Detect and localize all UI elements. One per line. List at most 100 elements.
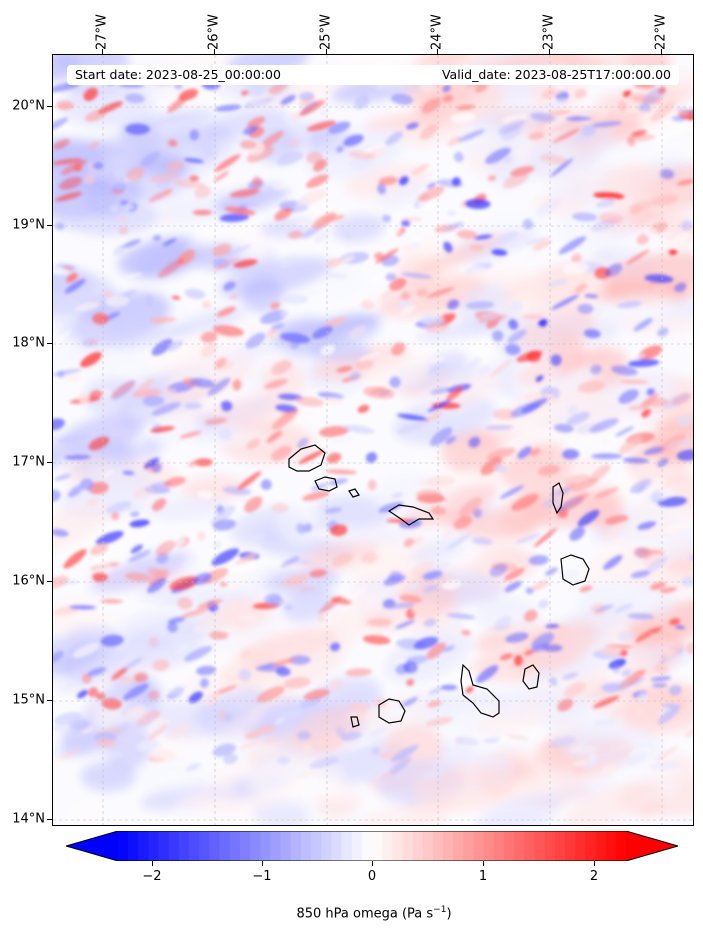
colorbar-band bbox=[361, 831, 373, 861]
lon-tick bbox=[102, 49, 103, 54]
lat-tick bbox=[47, 581, 52, 582]
colorbar-band bbox=[239, 831, 251, 861]
colorbar-band bbox=[453, 831, 465, 861]
colorbar-band bbox=[128, 831, 139, 861]
colorbar-band bbox=[189, 831, 200, 861]
header-background bbox=[67, 65, 679, 85]
island-sao-vicente bbox=[314, 476, 338, 492]
lat-label: 15°N bbox=[12, 692, 45, 708]
colorbar-band bbox=[229, 831, 241, 861]
colorbar-band bbox=[565, 831, 576, 861]
lat-tick bbox=[47, 700, 52, 701]
gridlines bbox=[53, 55, 693, 825]
colorbar-tick bbox=[594, 861, 595, 866]
colorbar bbox=[66, 831, 678, 861]
colorbar-band bbox=[402, 831, 414, 861]
colorbar-tick bbox=[152, 861, 153, 866]
colorbar-band bbox=[432, 831, 444, 861]
colorbar-band bbox=[615, 831, 627, 861]
colorbar-band bbox=[321, 831, 332, 861]
colorbar-tick-label: 2 bbox=[589, 869, 599, 884]
colorbar-band bbox=[219, 831, 231, 861]
lat-tick bbox=[47, 106, 52, 107]
colorbar-band bbox=[605, 831, 617, 861]
colorbar-tick-label: 0 bbox=[367, 869, 377, 884]
lat-tick bbox=[47, 343, 52, 344]
colorbar-tick bbox=[483, 861, 484, 866]
colorbar-band bbox=[544, 831, 556, 861]
colorbar-band bbox=[311, 831, 322, 861]
lon-label: 24°W bbox=[429, 14, 445, 50]
lon-tick bbox=[661, 49, 662, 54]
colorbar-band bbox=[514, 831, 525, 861]
colorbar-band bbox=[372, 831, 383, 861]
colorbar-tick-label: 1 bbox=[478, 869, 488, 884]
colorbar-band bbox=[524, 831, 536, 861]
colorbar-extend-low bbox=[66, 831, 118, 861]
colorbar-band bbox=[443, 831, 454, 861]
lon-tick bbox=[326, 49, 327, 54]
colorbar-band bbox=[341, 831, 353, 861]
island-sal bbox=[552, 482, 564, 515]
lat-tick bbox=[47, 225, 52, 226]
colorbar-band bbox=[331, 831, 343, 861]
island-boa-vista bbox=[560, 554, 590, 586]
colorbar-band bbox=[504, 831, 515, 861]
colorbar-band bbox=[382, 831, 393, 861]
colorbar-band bbox=[493, 831, 505, 861]
island-santiago bbox=[460, 663, 500, 718]
lat-label: 20°N bbox=[12, 98, 45, 114]
colorbar-tick bbox=[372, 861, 373, 866]
colorbar-band bbox=[260, 831, 271, 861]
colorbar-extend-high bbox=[626, 831, 678, 861]
lon-label: 25°W bbox=[318, 14, 334, 50]
colorbar-band bbox=[290, 831, 302, 861]
colorbar-band bbox=[280, 831, 292, 861]
colorbar-band bbox=[351, 831, 363, 861]
omega-field-map bbox=[53, 55, 693, 825]
colorbar-band bbox=[148, 831, 160, 861]
colorbar-tick bbox=[262, 861, 263, 866]
colorbar-band bbox=[554, 831, 566, 861]
island-sao-nicolau bbox=[387, 504, 435, 526]
colorbar-band bbox=[483, 831, 495, 861]
colorbar-tick-label: −2 bbox=[142, 869, 162, 884]
island-santa-luzia bbox=[348, 488, 360, 498]
colorbar-band bbox=[138, 831, 150, 861]
colorbar-band bbox=[473, 831, 485, 861]
map-panel: Start date: 2023-08-25_00:00:00 Valid_da… bbox=[52, 54, 694, 826]
lon-label: 27°W bbox=[94, 14, 110, 50]
lat-label: 16°N bbox=[12, 573, 45, 589]
island-fogo bbox=[378, 698, 406, 724]
island-maio bbox=[522, 664, 540, 690]
colorbar-band bbox=[209, 831, 221, 861]
colorbar-band bbox=[158, 831, 170, 861]
lon-label: 26°W bbox=[206, 14, 222, 50]
colorbar-band bbox=[463, 831, 475, 861]
coastlines bbox=[288, 444, 590, 728]
lon-tick bbox=[549, 49, 550, 54]
start-date-label: Start date: 2023-08-25_00:00:00 bbox=[75, 67, 281, 82]
lon-label: 22°W bbox=[653, 14, 669, 50]
colorbar-band bbox=[534, 831, 546, 861]
colorbar-band bbox=[595, 831, 607, 861]
lat-tick bbox=[47, 462, 52, 463]
colorbar-band bbox=[392, 831, 404, 861]
island-brava bbox=[350, 716, 360, 728]
colorbar-title: 850 hPa omega (Pa s−1) bbox=[296, 905, 452, 922]
colorbar-band bbox=[168, 831, 180, 861]
lon-tick bbox=[437, 49, 438, 54]
colorbar-band bbox=[178, 831, 190, 861]
colorbar-band bbox=[118, 831, 129, 861]
colorbar-band bbox=[270, 831, 282, 861]
lat-label: 14°N bbox=[12, 811, 45, 827]
island-santo-antao bbox=[288, 444, 326, 472]
colorbar-band bbox=[250, 831, 261, 861]
lat-label: 17°N bbox=[12, 454, 45, 470]
lon-tick bbox=[214, 49, 215, 54]
colorbar-band bbox=[585, 831, 597, 861]
lon-label: 23°W bbox=[541, 14, 557, 50]
colorbar-tick-label: −1 bbox=[252, 869, 272, 884]
colorbar-band bbox=[422, 831, 434, 861]
lat-tick bbox=[47, 819, 52, 820]
